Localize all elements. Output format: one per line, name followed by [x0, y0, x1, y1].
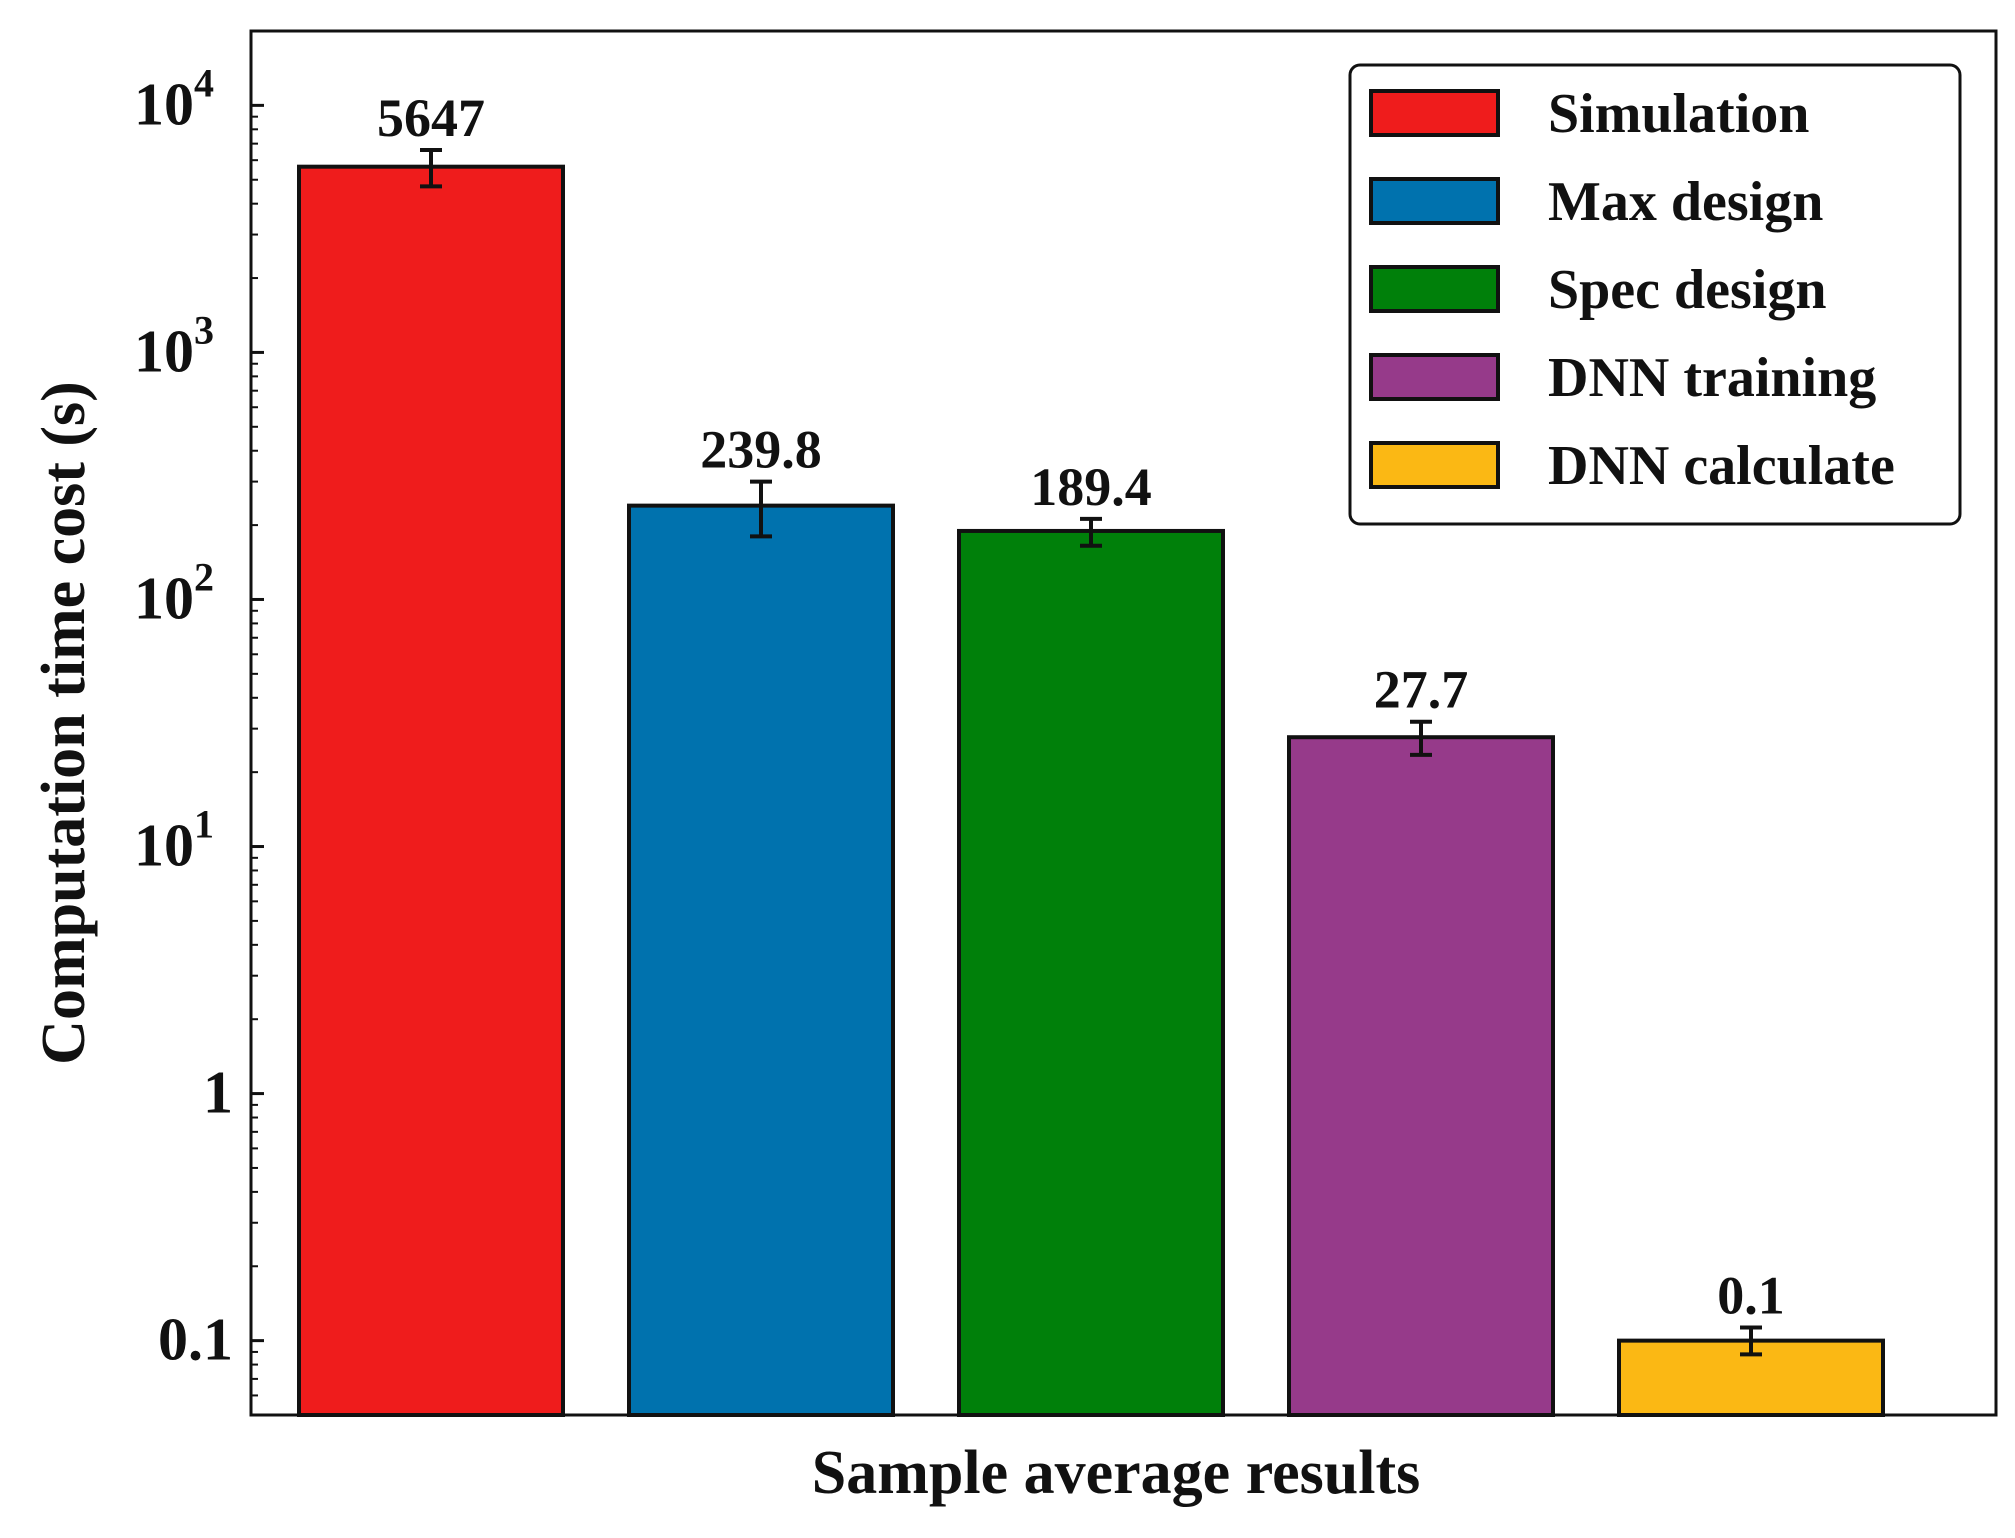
y-tick-label: 104 [134, 60, 214, 137]
legend-label-5: DNN calculate [1548, 435, 1895, 497]
bar-1 [297, 164, 565, 1417]
bar-3 [957, 528, 1225, 1417]
y-tick-label: 0.1 [158, 1307, 233, 1373]
data-label-1: 5647 [377, 88, 485, 148]
y-tick-label: 102 [134, 554, 214, 631]
legend-swatch-2 [1369, 177, 1500, 225]
bar-4 [1287, 735, 1555, 1417]
plot-frame [249, 29, 1998, 1417]
legend-swatch-1 [1369, 89, 1500, 137]
data-label-2: 239.8 [700, 420, 822, 480]
legend-label-2: Max design [1548, 171, 1823, 233]
legend-box [1348, 63, 1962, 526]
legend-label-3: Spec design [1548, 259, 1827, 321]
legend-swatch-5 [1369, 441, 1500, 489]
error-bar-4 [1410, 719, 1432, 757]
legend-swatch-3 [1369, 265, 1500, 313]
bar-2 [627, 503, 895, 1417]
legend: Simulation Max design Spec design DNN train… [1348, 63, 1962, 526]
plot-area: 5647 239.8 189.4 27.7 0.1 0.1 1 101 102 103 104 [134, 60, 1885, 1418]
error-bar-5 [1740, 1325, 1762, 1357]
data-label-5: 0.1 [1717, 1266, 1785, 1326]
legend-label-4: DNN training [1548, 347, 1876, 409]
x-axis-title: Sample average results [812, 1439, 1420, 1507]
error-bar-3 [1080, 516, 1102, 548]
y-axis-title: Computation time cost (s) [30, 381, 98, 1065]
data-label-4: 27.7 [1374, 660, 1469, 720]
error-bar-2 [750, 479, 772, 539]
y-tick-label: 1 [203, 1060, 233, 1126]
y-tick-label: 103 [134, 307, 214, 384]
error-bar-1 [420, 147, 442, 189]
legend-label-1: Simulation [1548, 83, 1809, 145]
data-label-3: 189.4 [1030, 457, 1152, 517]
legend-swatch-4 [1369, 353, 1500, 401]
y-tick-label: 101 [134, 802, 214, 879]
